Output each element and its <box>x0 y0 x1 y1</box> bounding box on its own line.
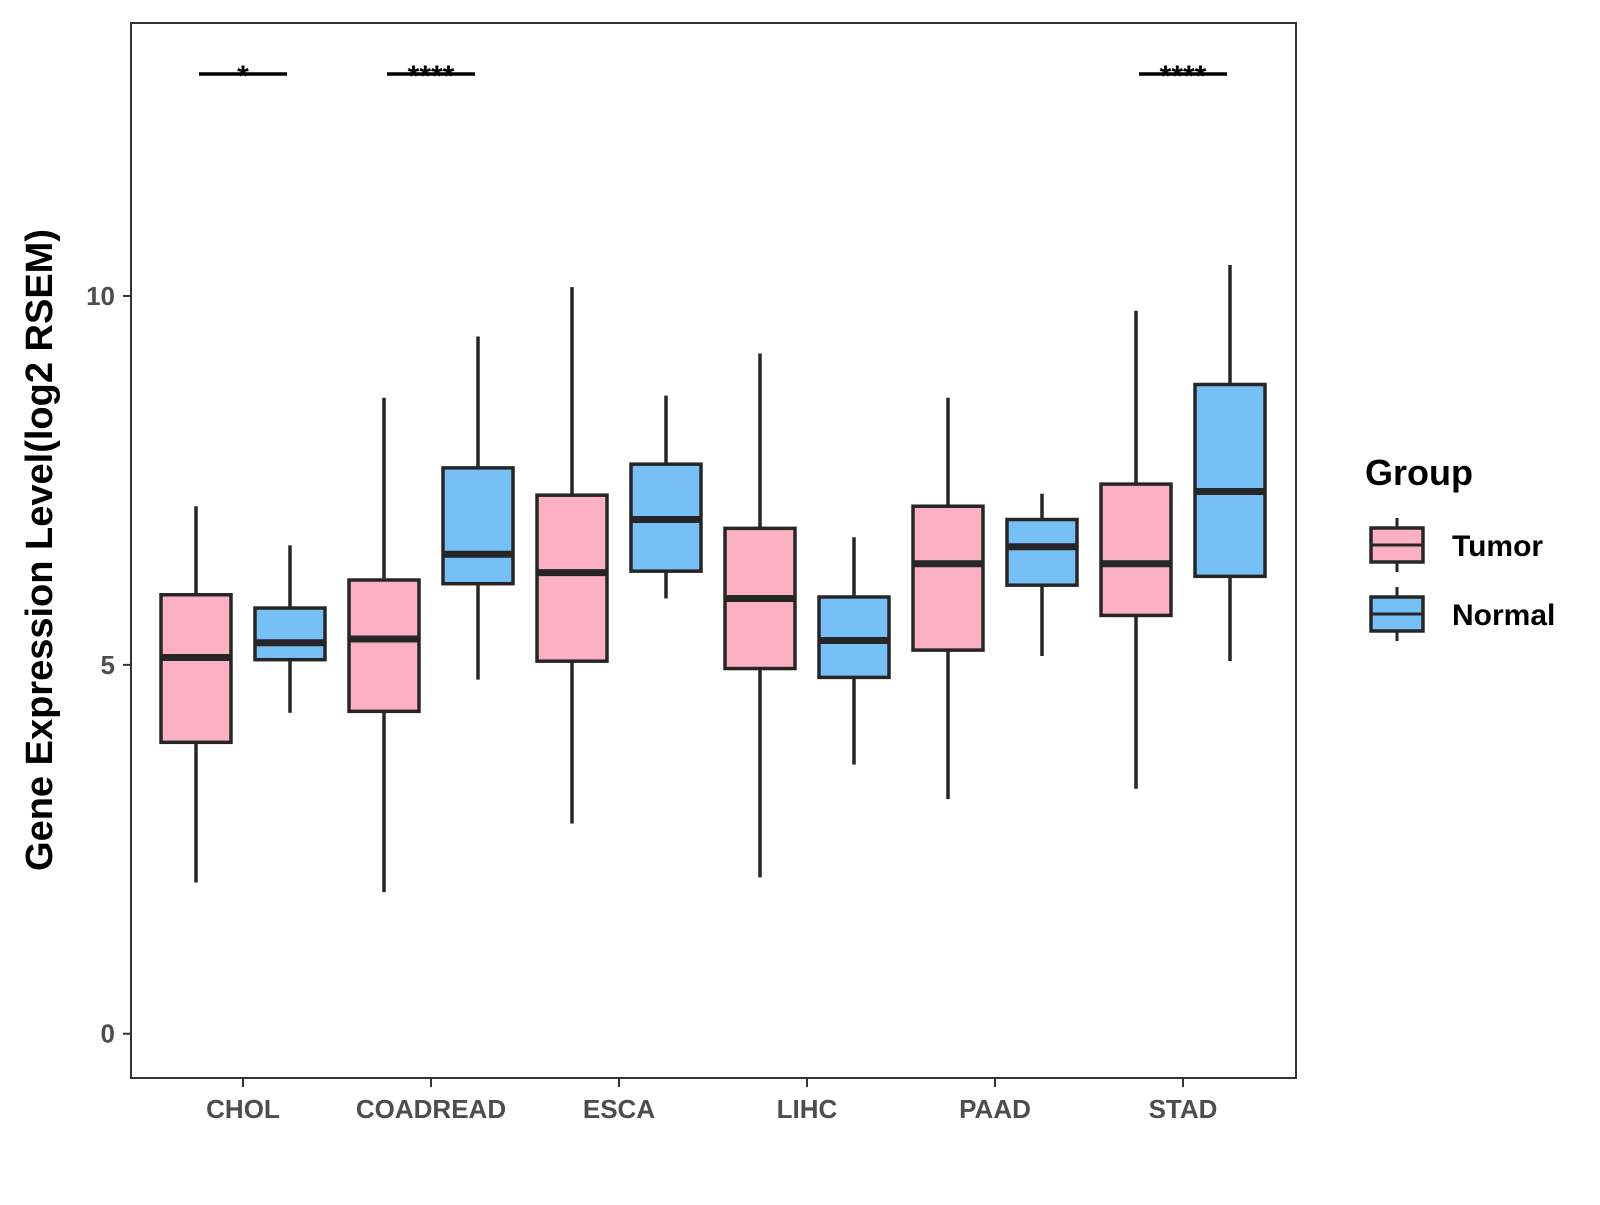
x-tick-label: ESCA <box>583 1094 655 1124</box>
box-normal-esca <box>629 395 703 599</box>
significance-label: **** <box>408 60 455 93</box>
box-tumor-esca <box>535 287 609 824</box>
box-iqr <box>911 504 985 652</box>
significance-label: * <box>237 60 249 93</box>
y-axis: 0 5 10 <box>86 281 131 1049</box>
box-normal-chol <box>253 545 327 713</box>
box-series <box>159 264 1267 893</box>
x-tick-label: COADREAD <box>356 1094 506 1124</box>
y-axis-title: Gene Expression Level(log2 RSEM) <box>19 229 61 871</box>
box-iqr <box>441 466 515 586</box>
box-iqr <box>347 578 421 714</box>
y-tick-label: 0 <box>101 1019 115 1049</box>
x-axis: CHOL COADREAD ESCA LIHC PAAD STAD <box>206 1078 1217 1124</box>
x-tick-label: CHOL <box>206 1094 280 1124</box>
box-iqr <box>1193 382 1267 579</box>
box-tumor-coadread <box>347 397 421 893</box>
box-iqr <box>159 593 233 745</box>
legend: Group Tumor Normal <box>1365 452 1555 641</box>
box-normal-lihc <box>817 537 891 765</box>
box-iqr <box>253 606 327 662</box>
box-tumor-lihc <box>723 353 797 878</box>
x-tick-label: STAD <box>1149 1094 1218 1124</box>
significance-label: **** <box>1160 60 1207 93</box>
y-tick-label: 10 <box>86 281 115 311</box>
box-normal-coadread <box>441 336 515 680</box>
legend-label: Tumor <box>1452 530 1543 563</box>
y-tick-label: 5 <box>101 650 115 680</box>
box-tumor-paad <box>911 397 985 800</box>
legend-entry-normal: Normal <box>1369 587 1555 641</box>
legend-title: Group <box>1365 452 1473 493</box>
box-iqr <box>535 493 609 663</box>
box-tumor-stad <box>1099 310 1173 789</box>
legend-entry-tumor: Tumor <box>1369 518 1543 572</box>
legend-label: Normal <box>1452 599 1555 632</box>
box-normal-paad <box>1005 493 1079 656</box>
x-tick-label: LIHC <box>777 1094 838 1124</box>
box-iqr <box>1099 482 1173 618</box>
box-tumor-chol <box>159 506 233 883</box>
box-iqr <box>1005 517 1079 587</box>
significance-annotations: * **** **** <box>199 60 1227 93</box>
x-tick-label: PAAD <box>959 1094 1031 1124</box>
box-normal-stad <box>1193 264 1267 662</box>
